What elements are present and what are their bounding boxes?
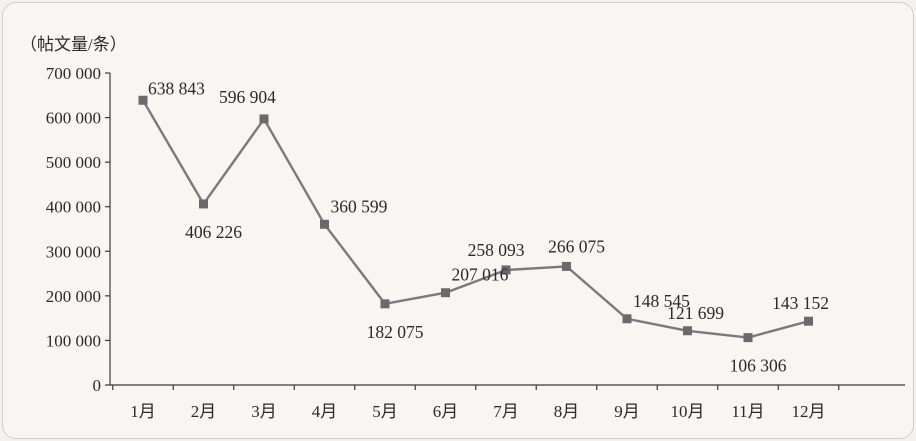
data-label: 143 152 <box>772 293 829 313</box>
axes: 0 100 000 200 000 300 000 400 000 500 000 600 … <box>46 64 905 421</box>
x-tick-label: 8月 <box>554 402 580 421</box>
series-line <box>141 99 809 339</box>
x-tick-label: 5月 <box>372 402 398 421</box>
data-label: 258 093 <box>468 240 525 260</box>
data-label: 596 904 <box>219 87 276 107</box>
x-tick-label: 10月 <box>671 402 705 421</box>
data-point-marker <box>683 326 692 336</box>
data-point-marker <box>622 314 632 324</box>
x-tick-label: 9月 <box>614 402 640 421</box>
data-point-marker <box>743 333 753 343</box>
data-point-marker <box>441 288 450 298</box>
y-tick-label: 500 000 <box>46 153 101 172</box>
x-tick-label: 4月 <box>312 402 338 421</box>
y-tick-label: 400 000 <box>46 198 101 217</box>
x-tick-label: 1月 <box>130 402 156 421</box>
data-point-marker <box>320 219 329 229</box>
y-tick-label: 600 000 <box>46 109 101 128</box>
x-tick-label: 7月 <box>493 402 519 421</box>
data-label: 406 226 <box>185 222 242 242</box>
data-point-marker <box>138 95 148 105</box>
y-tick-label: 0 <box>93 376 102 395</box>
x-tick-label: 11月 <box>731 402 764 421</box>
data-label: 266 075 <box>548 236 605 256</box>
data-label: 121 699 <box>667 303 724 323</box>
data-point-marker <box>259 114 269 124</box>
y-tick-label: 300 000 <box>46 242 101 261</box>
data-label: 182 075 <box>367 322 424 342</box>
y-tick-label: 200 000 <box>46 287 101 306</box>
data-label: 638 843 <box>148 78 205 98</box>
x-tick-label: 2月 <box>191 402 217 421</box>
data-label: 106 306 <box>730 356 787 376</box>
y-tick-label: 100 000 <box>46 331 101 350</box>
data-label: 360 599 <box>331 196 388 216</box>
x-tick-label: 12月 <box>792 402 826 421</box>
series-line-layer <box>141 99 809 339</box>
data-label: 207 016 <box>452 265 509 285</box>
y-tick-label: 700 000 <box>46 64 101 83</box>
x-tick-label: 3月 <box>251 402 277 421</box>
data-labels-layer: 638 843 406 226 596 904 360 599 182 075 207 0… <box>148 78 829 375</box>
y-axis-unit-label: （帖文量/条） <box>20 35 127 54</box>
data-point-marker <box>804 316 813 326</box>
data-point-marker <box>199 199 208 209</box>
data-point-marker <box>501 265 511 275</box>
data-label: 148 545 <box>633 291 690 311</box>
x-tick-label: 6月 <box>433 402 459 421</box>
markers-layer <box>138 95 813 343</box>
data-point-marker <box>380 299 390 309</box>
data-point-marker <box>562 261 571 271</box>
